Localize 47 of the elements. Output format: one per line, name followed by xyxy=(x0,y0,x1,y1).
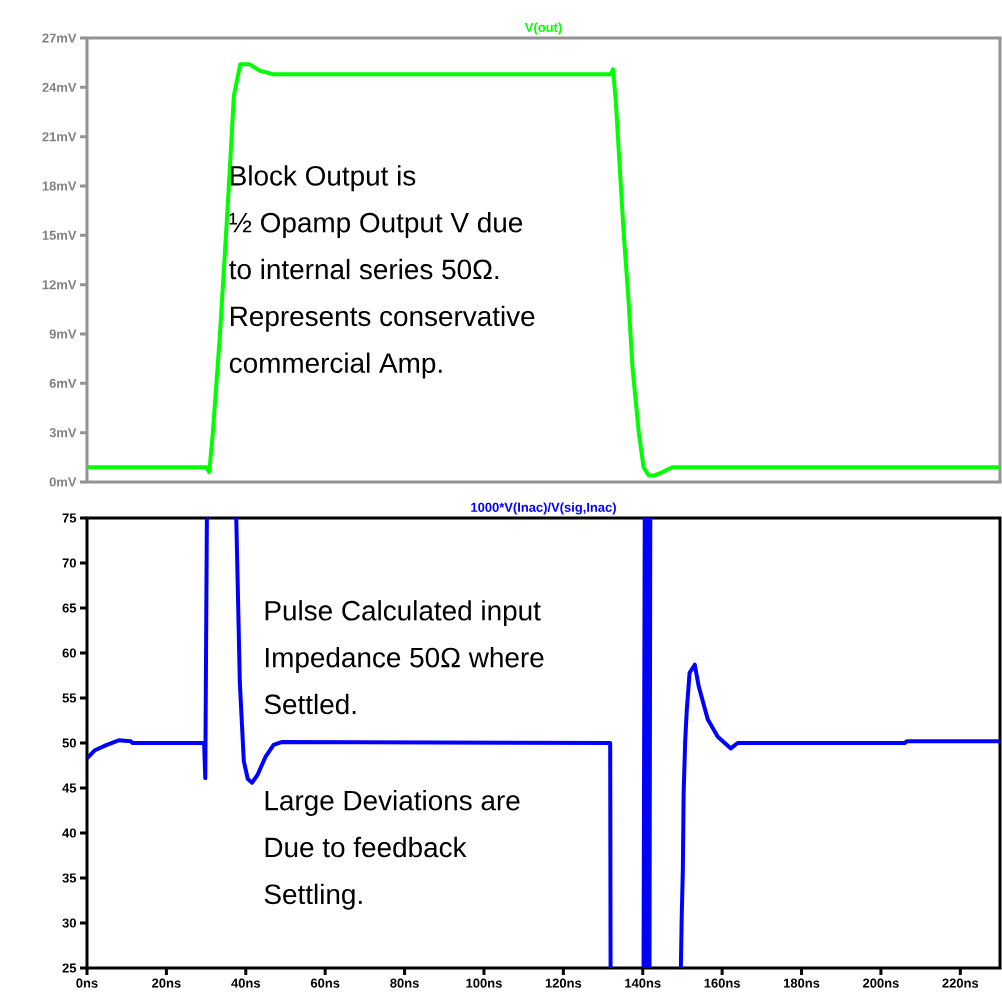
y-tick-label: 6mV xyxy=(49,378,77,388)
x-tick-label: 200ns xyxy=(863,978,899,988)
annotation: ½ Opamp Output V due xyxy=(229,212,523,239)
x-tick-label: 140ns xyxy=(625,978,661,988)
line-series xyxy=(87,62,1001,478)
annotation: Block Output is xyxy=(231,165,416,192)
y-tick-label: 30 xyxy=(62,918,76,928)
y-tick-label: 40 xyxy=(62,828,76,838)
annotation: to internal series 50Ω. xyxy=(229,258,499,280)
x-tick-label: 100ns xyxy=(466,978,502,988)
x-tick-label: 220ns xyxy=(942,978,979,988)
x-tick-label: 0ns xyxy=(76,978,98,988)
y-tick-label: 18mV xyxy=(42,181,77,191)
y-tick-label: 65 xyxy=(62,603,77,613)
y-tick-label: 25 xyxy=(62,963,77,973)
annotation: Due to feedback xyxy=(265,836,467,858)
annotation: Pulse Calculated input xyxy=(265,600,541,627)
y-tick-label: 0mV xyxy=(49,477,77,487)
x-tick-label: 180ns xyxy=(783,978,820,988)
annotation: Represents conservative xyxy=(231,305,535,332)
y-tick-label: 70 xyxy=(62,558,76,568)
x-tick-label: 60ns xyxy=(310,978,340,988)
y-tick-label: 27mV xyxy=(42,33,77,43)
x-tick-label: 80ns xyxy=(390,978,419,988)
annotation: Settling. xyxy=(264,883,362,910)
y-tick-label: 12mV xyxy=(42,280,77,290)
y-tick-label: 55 xyxy=(62,693,77,703)
x-tick-label: 40ns xyxy=(231,978,261,988)
chart-title: V(out) xyxy=(524,22,562,35)
y-tick-label: 9mV xyxy=(49,329,77,339)
chart-title: 1000*V(Inac)/V(sig,Inac) xyxy=(471,502,616,515)
y-tick-label: 60 xyxy=(62,648,76,658)
annotation: commercial Amp. xyxy=(229,352,442,379)
y-tick-label: 21mV xyxy=(42,132,77,142)
annotation: Settled. xyxy=(264,693,356,715)
x-tick-label: 20ns xyxy=(152,978,181,988)
x-tick-label: 160ns xyxy=(704,978,740,988)
y-tick-label: 3mV xyxy=(49,428,77,438)
y-tick-label: 50 xyxy=(62,738,76,748)
y-tick-label: 24mV xyxy=(42,82,77,92)
y-tick-label: 45 xyxy=(62,783,77,793)
annotation: Impedance 50Ω where xyxy=(265,646,544,673)
y-tick-label: 75 xyxy=(62,513,77,523)
annotation: Large Deviations are xyxy=(265,790,520,817)
y-tick-label: 35 xyxy=(62,873,77,883)
y-tick-label: 15mV xyxy=(42,230,77,240)
x-tick-label: 120ns xyxy=(545,978,582,988)
